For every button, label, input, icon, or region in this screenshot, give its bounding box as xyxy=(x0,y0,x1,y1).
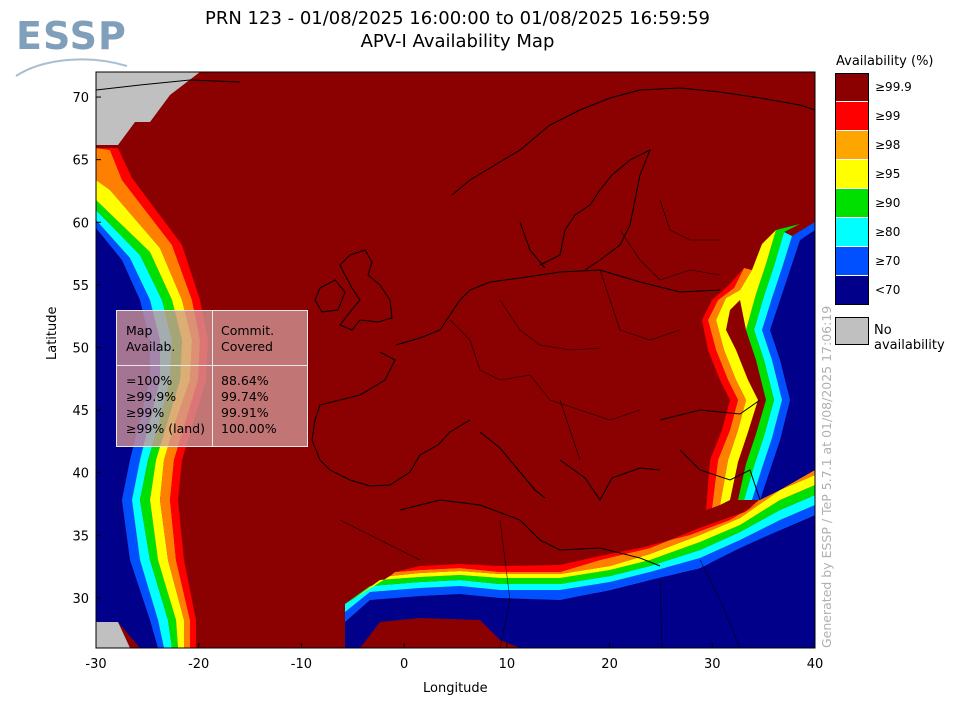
y-tick-label: 70 xyxy=(72,91,89,106)
legend-label: ≥99 xyxy=(875,109,901,123)
stats-row-value: 100.00% xyxy=(221,421,277,436)
stats-row-value: 88.64% xyxy=(221,373,269,388)
x-tick-label: -30 xyxy=(85,657,106,672)
y-tick-label: 60 xyxy=(72,216,89,231)
legend-label: ≥80 xyxy=(875,225,901,239)
legend-swatch xyxy=(835,276,869,304)
y-tick-label: 55 xyxy=(72,279,89,294)
legend-swatch xyxy=(835,247,869,275)
x-tick-label: 40 xyxy=(807,657,824,672)
logo-text: ESSP xyxy=(16,14,127,58)
legend-swatch xyxy=(835,102,869,130)
y-tick-label: 50 xyxy=(72,341,89,356)
y-tick-label: 35 xyxy=(72,529,89,544)
legend-label: ≥95 xyxy=(875,167,901,181)
legend-title: Availability (%) xyxy=(836,54,934,69)
x-tick-label: -20 xyxy=(188,657,209,672)
y-tick-label: 30 xyxy=(72,592,89,607)
x-tick-label: 0 xyxy=(400,657,408,672)
x-tick-label: 20 xyxy=(601,657,618,672)
essp-logo: ESSP xyxy=(12,14,132,84)
chart-title: PRN 123 - 01/08/2025 16:00:00 to 01/08/2… xyxy=(205,8,710,29)
legend-swatch xyxy=(835,160,869,188)
no-availability-sw xyxy=(96,622,130,648)
legend-label: ≥70 xyxy=(875,254,901,268)
legend-label-no-availability: No availability xyxy=(874,323,945,353)
stats-header-availab: Availab. xyxy=(126,339,176,354)
x-axis: -30 -20 -10 0 10 20 30 40 xyxy=(85,643,823,672)
legend-swatch xyxy=(835,73,869,101)
stats-row-label: ≥99% (land) xyxy=(126,421,205,436)
legend-label: ≥98 xyxy=(875,138,901,152)
legend-swatch-no-availability xyxy=(835,317,869,345)
stats-row-label: =100% xyxy=(126,373,173,388)
legend-swatch xyxy=(835,218,869,246)
legend-label: ≥90 xyxy=(875,196,901,210)
x-axis-label: Longitude xyxy=(423,681,488,696)
borders xyxy=(339,199,741,648)
legend-label: ≥99.9 xyxy=(875,80,912,94)
stats-divider-vertical xyxy=(212,311,213,446)
x-tick-label: -10 xyxy=(291,657,312,672)
plot-frame xyxy=(95,71,816,649)
legend-frame xyxy=(835,73,869,305)
legend-swatch xyxy=(835,131,869,159)
stats-header-map: Map xyxy=(126,323,153,338)
x-tick-label: 10 xyxy=(499,657,516,672)
y-tick-label: 45 xyxy=(72,404,89,419)
legend-label: <70 xyxy=(875,283,901,297)
y-axis-label: Latitude xyxy=(45,306,60,360)
stats-divider-horizontal xyxy=(117,365,307,366)
x-tick-label: 30 xyxy=(704,657,721,672)
stats-header-covered: Covered xyxy=(221,339,273,354)
stats-row-value: 99.91% xyxy=(221,405,269,420)
south-band xyxy=(345,468,815,648)
stats-row-label: ≥99% xyxy=(126,405,165,420)
coastlines xyxy=(96,79,815,567)
y-tick-label: 40 xyxy=(72,467,89,482)
no-availability-nw xyxy=(96,72,200,145)
stats-header-commit: Commit. xyxy=(221,323,275,338)
stats-row-label: ≥99.9% xyxy=(126,389,177,404)
legend-swatch xyxy=(835,189,869,217)
generated-by-text: Generated by ESSP / TeP 5.7.1 at 01/08/2… xyxy=(819,305,834,648)
stats-row-value: 99.74% xyxy=(221,389,269,404)
stats-box: Map Availab. Commit. Covered =100% 88.64… xyxy=(116,310,308,447)
y-tick-label: 65 xyxy=(72,154,89,169)
y-axis: 30 35 40 45 50 55 60 65 70 xyxy=(72,91,101,607)
chart-subtitle: APV-I Availability Map xyxy=(360,31,555,52)
